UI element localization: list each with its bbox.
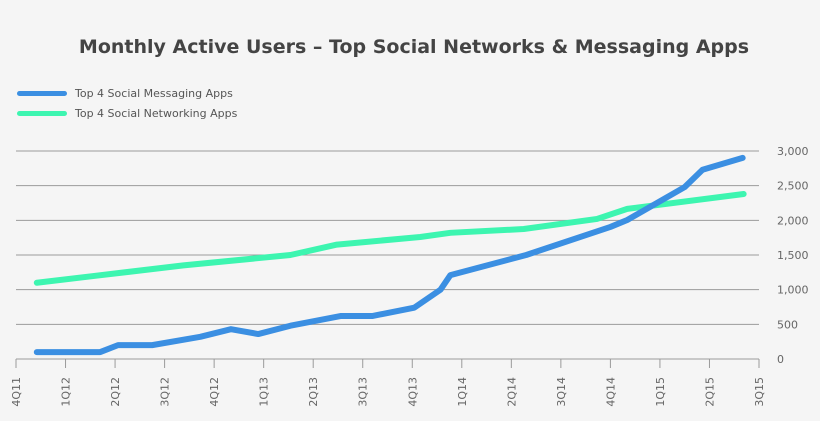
y-tick-label: 3,000 [777, 145, 809, 158]
chart-title: Monthly Active Users – Top Social Networ… [78, 36, 750, 58]
x-tick-label: 4Q13 [406, 377, 419, 407]
x-tick-label: 2Q12 [109, 377, 122, 407]
y-tick-label: 2,500 [777, 180, 809, 193]
series-line-networking [33, 190, 747, 286]
y-tick-label: 500 [777, 318, 798, 331]
x-tick-label: 3Q13 [357, 377, 370, 407]
x-tick-label: 1Q15 [654, 377, 667, 407]
x-tick-label: 3Q12 [159, 377, 172, 407]
y-tick-label: 1,000 [777, 284, 809, 297]
legend-item-messaging: Top 4 Social Messaging Apps [17, 87, 233, 100]
x-tick-label: 4Q14 [604, 377, 617, 407]
x-tick-label: 1Q13 [258, 377, 271, 407]
y-tick-label: 1,500 [777, 249, 809, 262]
x-tick-label: 1Q12 [60, 377, 73, 407]
x-tick-label: 4Q12 [208, 377, 221, 407]
y-tick-label: 2,000 [777, 214, 809, 227]
legend-label: Top 4 Social Networking Apps [75, 107, 238, 120]
x-tick-label: 2Q15 [703, 377, 716, 407]
legend-swatch [17, 91, 67, 96]
x-tick-label: 3Q15 [753, 377, 766, 407]
x-tick-label: 2Q13 [307, 377, 320, 407]
legend-item-networking: Top 4 Social Networking Apps [17, 107, 237, 120]
x-tick-label: 2Q14 [505, 377, 518, 407]
x-tick-label: 1Q14 [456, 377, 469, 407]
legend-label: Top 4 Social Messaging Apps [75, 87, 233, 100]
series-line-messaging [33, 154, 746, 356]
x-tick-label: 3Q14 [555, 377, 568, 407]
y-tick-label: 0 [777, 353, 784, 366]
legend-swatch [17, 111, 67, 116]
x-tick-label: 4Q11 [10, 377, 23, 407]
